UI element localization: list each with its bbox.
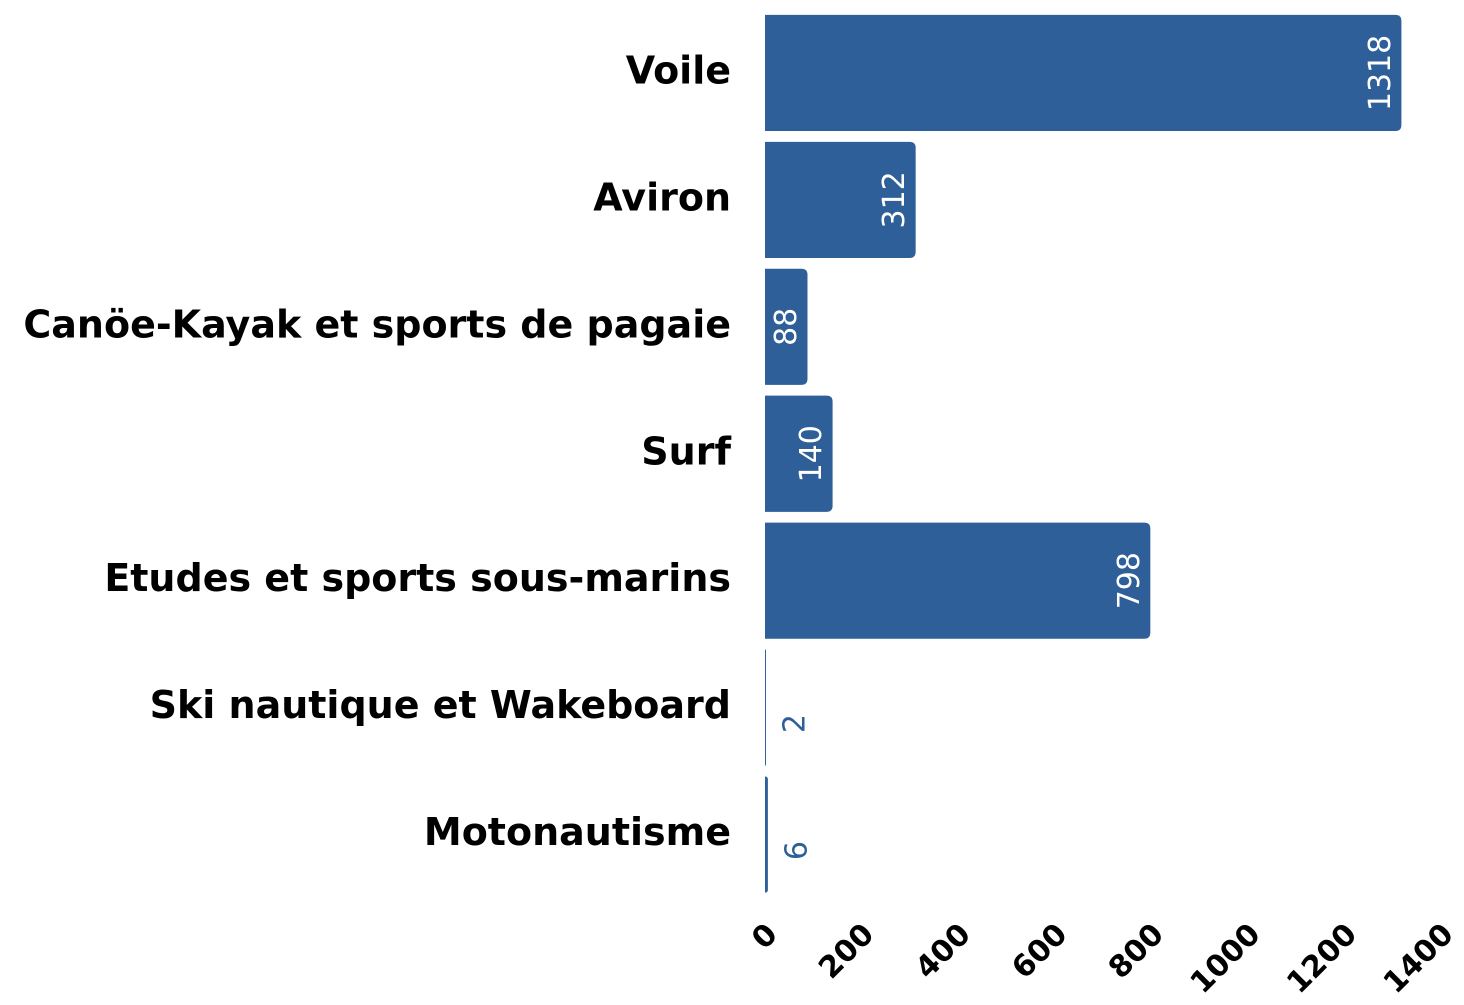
bar	[765, 395, 833, 512]
x-tick-label: 0	[745, 917, 785, 957]
x-tick-label: 800	[1102, 917, 1171, 986]
value-label: 1318	[1363, 35, 1398, 111]
value-label: 88	[769, 308, 804, 346]
bar	[765, 141, 916, 258]
x-tick-label: 1400	[1377, 917, 1461, 1001]
bar	[765, 522, 1151, 639]
y-tick-label: Canöe-Kayak et sports de pagaie	[23, 302, 731, 346]
y-tick-label: Surf	[641, 429, 731, 473]
value-label: 140	[794, 425, 829, 482]
bar	[765, 268, 808, 385]
value-label: 2	[777, 714, 812, 733]
y-tick-label: Aviron	[593, 175, 731, 219]
y-tick-label: Ski nautique et Wakeboard	[150, 683, 731, 727]
x-tick-label: 400	[909, 917, 978, 986]
y-tick-label: Voile	[626, 48, 731, 92]
x-tick-label: 600	[1005, 917, 1074, 986]
bar	[765, 649, 766, 766]
y-tick-label: Motonautisme	[424, 810, 731, 854]
x-tick-label: 1000	[1184, 917, 1268, 1001]
y-tick-label: Etudes et sports sous-marins	[104, 556, 731, 600]
value-label: 798	[1112, 552, 1147, 609]
value-label: 6	[779, 841, 814, 860]
x-tick-label: 200	[812, 917, 881, 986]
bar	[765, 776, 768, 893]
value-label: 312	[877, 171, 912, 228]
bar	[765, 14, 1402, 132]
x-tick-label: 1200	[1280, 917, 1364, 1001]
